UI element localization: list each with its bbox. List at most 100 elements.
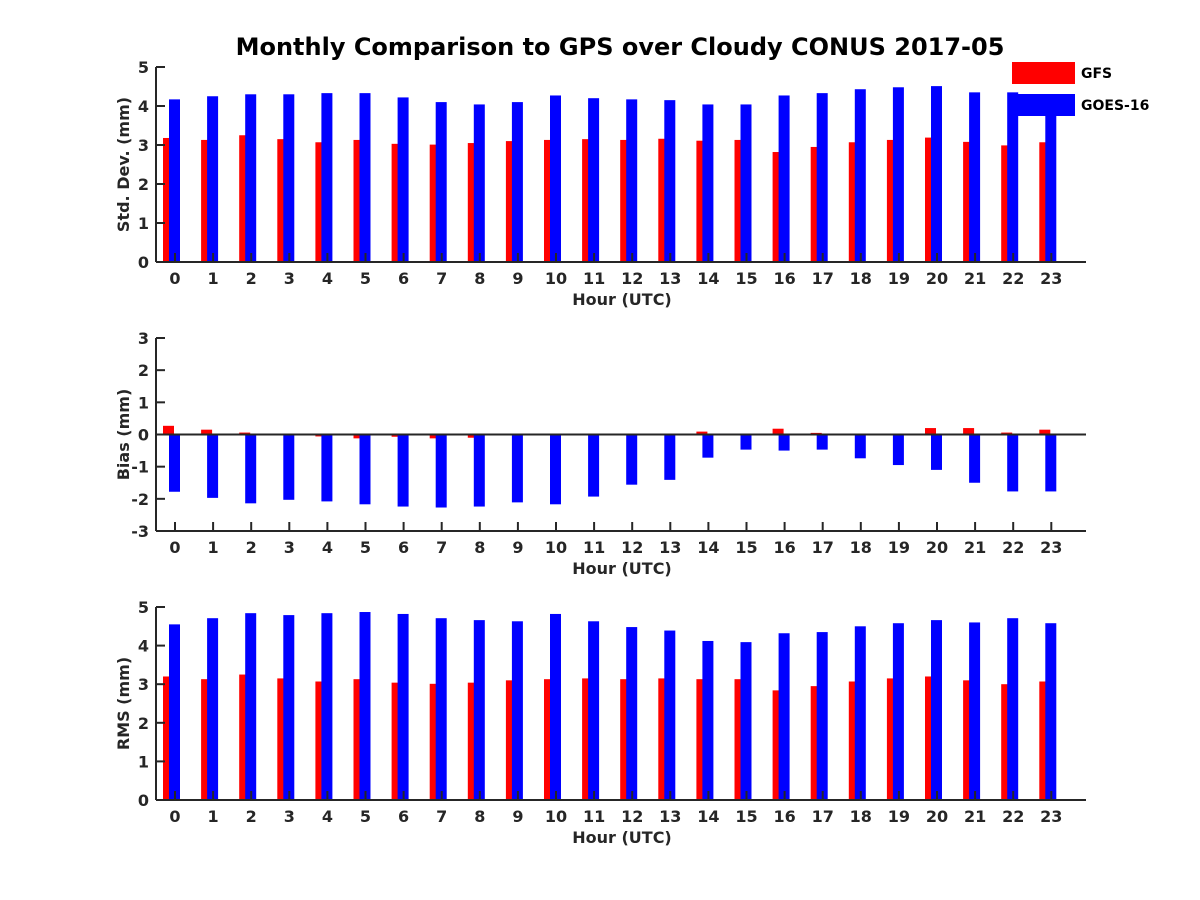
x-tick-label: 19	[888, 807, 910, 826]
y-tick-label: 0	[138, 253, 149, 272]
x-tick-label: 14	[697, 269, 719, 288]
x-tick-label: 0	[169, 538, 180, 557]
x-tick-label: 22	[1002, 538, 1024, 557]
y-axis-label: Bias (mm)	[114, 389, 133, 481]
y-tick-label: 2	[138, 175, 149, 194]
bar-gfs	[163, 425, 174, 435]
x-tick-label: 7	[436, 807, 447, 826]
bar-goes-16	[664, 434, 676, 480]
bar-goes-16	[778, 434, 790, 451]
legend-label-goes-16: GOES-16	[1081, 98, 1149, 114]
x-tick-label: 9	[512, 269, 523, 288]
bar-goes-16	[1007, 434, 1019, 492]
x-tick-label: 9	[512, 807, 523, 826]
bar-gfs	[1039, 429, 1051, 435]
y-tick-label: 3	[138, 675, 149, 694]
legend-swatch-goes-16	[1012, 94, 1075, 116]
bar-goes-16	[321, 434, 333, 502]
x-tick-label: 19	[888, 269, 910, 288]
y-tick-label: 0	[138, 791, 149, 810]
bar-goes-16	[702, 640, 714, 800]
x-tick-label: 6	[398, 807, 409, 826]
y-tick-label: 5	[138, 598, 149, 617]
y-tick-label: 3	[138, 329, 149, 348]
bar-gfs	[201, 139, 213, 262]
bar-gfs	[467, 434, 479, 438]
x-tick-label: 23	[1040, 538, 1062, 557]
x-tick-label: 1	[208, 269, 219, 288]
bar-goes-16	[169, 434, 180, 492]
x-tick-label: 21	[964, 807, 986, 826]
x-tick-label: 8	[474, 807, 485, 826]
legend-label-gfs: GFS	[1081, 66, 1112, 82]
bar-goes-16	[397, 434, 409, 507]
bar-gfs	[963, 680, 975, 800]
x-tick-label: 20	[926, 269, 948, 288]
y-tick-label: -3	[131, 522, 149, 541]
bar-gfs	[315, 142, 327, 262]
bar-gfs	[467, 143, 479, 262]
bar-goes-16	[664, 100, 676, 263]
x-tick-label: 3	[284, 269, 295, 288]
x-tick-label: 17	[812, 269, 834, 288]
bar-gfs	[1001, 145, 1013, 262]
x-tick-label: 4	[322, 807, 333, 826]
x-tick-label: 14	[697, 538, 719, 557]
bar-gfs	[582, 678, 594, 800]
bar-goes-16	[816, 93, 828, 262]
bar-goes-16	[740, 434, 752, 450]
bar-goes-16	[245, 94, 257, 262]
bar-goes-16	[397, 613, 409, 800]
bar-goes-16	[626, 434, 638, 485]
y-tick-label: 2	[138, 714, 149, 733]
x-tick-label: 11	[583, 538, 605, 557]
bar-goes-16	[892, 623, 904, 800]
bar-goes-16	[892, 87, 904, 262]
bar-goes-16	[283, 434, 295, 500]
bar-goes-16	[359, 93, 371, 262]
bar-gfs	[734, 139, 746, 262]
bar-goes-16	[550, 613, 561, 800]
x-tick-label: 8	[474, 538, 485, 557]
x-tick-label: 13	[659, 538, 681, 557]
bar-goes-16	[778, 633, 790, 800]
x-tick-label: 1	[208, 538, 219, 557]
y-tick-label: 1	[138, 214, 149, 233]
bar-goes-16	[740, 104, 752, 262]
bar-goes-16	[435, 434, 447, 508]
bar-gfs	[277, 678, 289, 800]
bar-gfs	[620, 139, 632, 262]
bar-gfs	[163, 676, 174, 800]
x-tick-label: 2	[246, 269, 257, 288]
bar-goes-16	[931, 620, 942, 800]
bar-goes-16	[321, 93, 333, 262]
bar-gfs	[734, 679, 746, 800]
bar-goes-16	[969, 622, 981, 800]
bar-goes-16	[359, 612, 371, 800]
x-tick-label: 18	[850, 807, 872, 826]
y-axis-label: Std. Dev. (mm)	[114, 97, 133, 232]
x-tick-label: 15	[735, 538, 757, 557]
x-tick-label: 10	[545, 807, 567, 826]
x-tick-label: 5	[360, 807, 371, 826]
bar-goes-16	[626, 99, 638, 263]
bar-goes-16	[169, 99, 180, 263]
bar-gfs	[810, 686, 822, 800]
x-tick-label: 20	[926, 807, 948, 826]
bar-gfs	[925, 676, 936, 800]
x-axis-label: Hour (UTC)	[572, 828, 672, 847]
bar-goes-16	[511, 621, 523, 800]
x-tick-label: 21	[964, 538, 986, 557]
bar-goes-16	[702, 104, 714, 262]
bar-gfs	[163, 137, 174, 262]
x-tick-label: 7	[436, 538, 447, 557]
bar-gfs	[848, 681, 860, 800]
bar-goes-16	[359, 434, 371, 505]
bar-gfs	[772, 152, 784, 262]
bar-goes-16	[626, 627, 638, 800]
bar-gfs	[429, 144, 441, 262]
bar-goes-16	[1007, 618, 1019, 800]
